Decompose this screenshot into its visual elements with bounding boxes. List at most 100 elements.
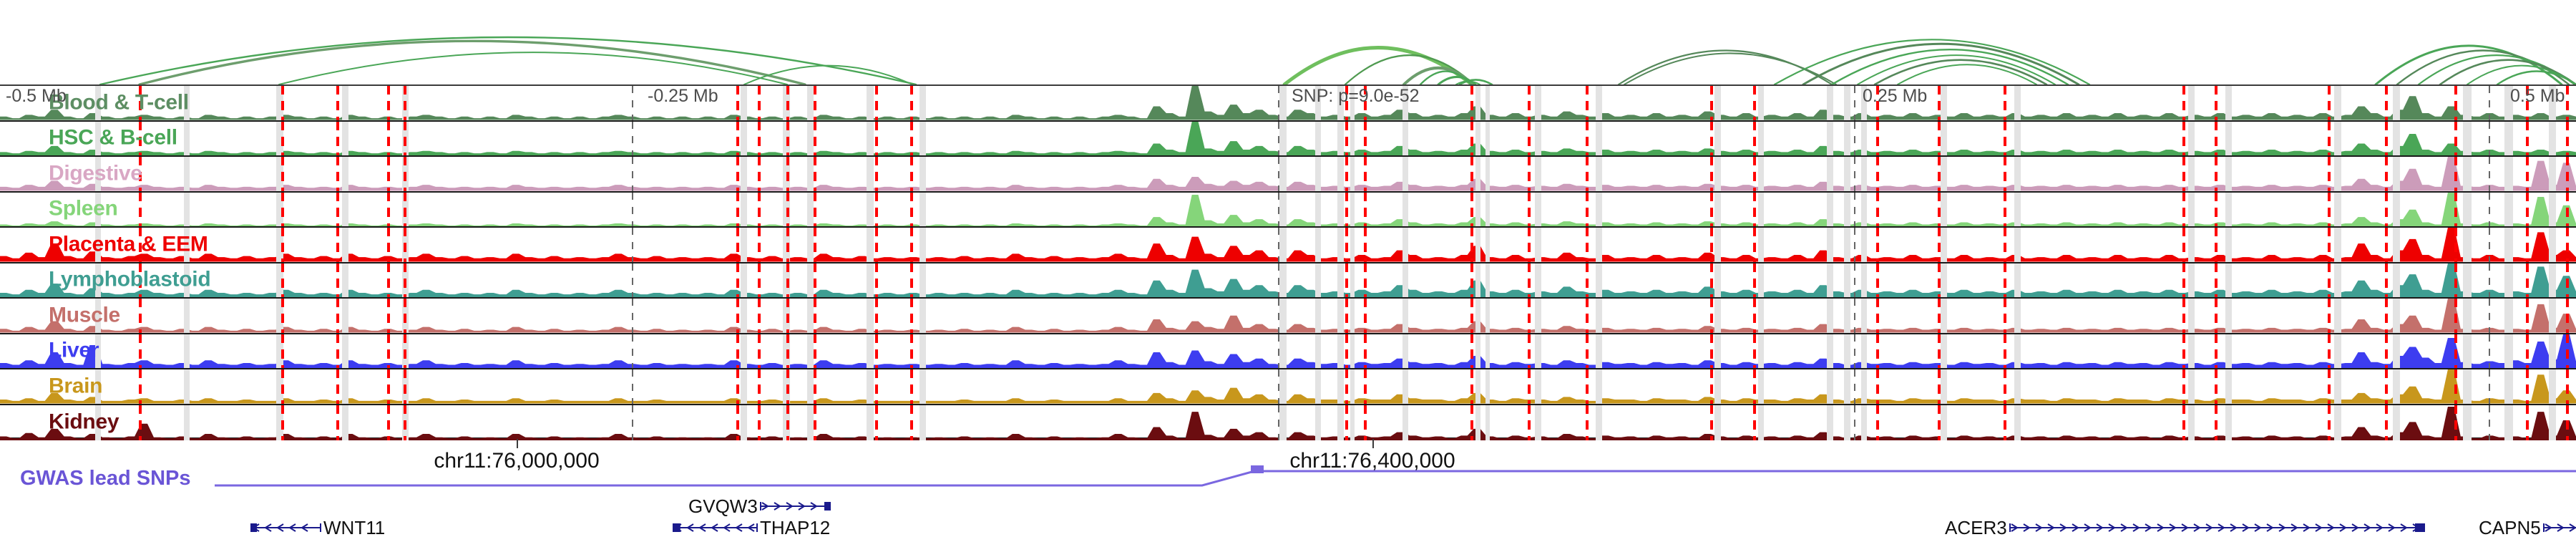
credible-snp-marker-line [814,334,816,369]
regulatory-element-band [2393,299,2400,333]
credible-snp-marker-line [1938,86,1941,120]
gene-name-label[interactable]: CAPN5 [2479,517,2541,537]
regulatory-element-band [1844,299,1850,333]
regulatory-element-band [2188,228,2195,262]
gene-name-label[interactable]: THAP12 [760,517,831,537]
chromatin-loop-arc [1830,48,2069,84]
gene-feature[interactable]: WNT11 [250,518,386,537]
regulatory-element-band [1315,121,1321,155]
regulatory-element-band [1596,299,1602,333]
regulatory-element-band [1485,86,1490,120]
axis-tick-guide [1854,405,1855,440]
regulatory-element-band [807,334,814,368]
gene-feature[interactable]: GVQW3 [687,497,831,516]
regulatory-element-band [2334,121,2341,155]
regulatory-element-band [2225,369,2232,404]
regulatory-element-band [2504,192,2513,226]
credible-snp-marker-line [2004,228,2006,262]
regulatory-element-band [2225,86,2232,120]
regulatory-element-band [807,157,814,191]
regulatory-element-band [1337,86,1344,120]
regulatory-element-band [276,157,283,191]
regulatory-element-band [919,299,926,333]
regulatory-element-band [1844,334,1850,368]
regulatory-element-band [1402,157,1408,191]
credible-snp-marker-line [281,121,284,156]
credible-snp-marker-line [1528,405,1531,440]
chromatin-loop-arc [99,36,917,84]
regulatory-element-band [1941,228,1947,262]
credible-snp-marker-line [875,86,878,120]
credible-snp-marker-line [758,157,761,191]
credible-snp-marker-line [2385,86,2388,120]
credible-snp-marker-line [1470,405,1473,440]
gene-body-arrows [250,523,321,532]
regulatory-element-band [2014,405,2021,440]
credible-snp-marker-line [1528,334,1531,369]
credible-snp-marker-line [336,405,339,440]
credible-snp-marker-line [1586,405,1589,440]
credible-snp-marker-line [1876,299,1879,333]
axis-tick-guide [632,192,633,226]
axis-tick-guide [632,263,633,297]
regulatory-element-band [1827,369,1833,404]
credible-snp-marker-line [1938,192,1941,227]
chromatin-loop-arc [278,52,788,84]
regulatory-element-band [184,334,190,368]
gene-feature[interactable]: ACER3 [1943,518,2425,537]
gene-feature[interactable]: THAP12 [673,518,831,537]
axis-tick-guide [1278,334,1279,368]
regulatory-element-band [1475,369,1480,404]
credible-snp-marker-line [2526,263,2529,298]
regulatory-element-band [741,157,747,191]
credible-snp-marker-line [2328,263,2331,298]
ruler-coordinate-label: chr11:76,000,000 [434,449,600,473]
credible-snp-marker-line [281,263,284,298]
regulatory-element-band [2549,157,2556,191]
credible-snp-marker-line [910,299,913,333]
credible-snp-marker-line [1710,334,1713,369]
regulatory-element-band [1337,405,1344,440]
regulatory-element-band [1941,192,1947,226]
credible-snp-marker-line [736,157,739,191]
credible-snp-marker-line [1528,86,1531,120]
gene-name-label[interactable]: WNT11 [323,517,386,537]
regulatory-element-band [1758,369,1764,404]
coordinate-ruler: chr11:76,000,000 chr11:76,400,000 [0,439,2576,473]
regulatory-element-band [807,369,814,404]
regulatory-element-band [95,263,101,297]
regulatory-element-band [2014,192,2021,226]
credible-snp-marker-line [1470,121,1473,156]
axis-tick-guide [1854,86,1855,120]
chromatin-loop-arc [1458,79,1493,84]
axis-tick-guide [632,228,633,262]
gene-feature[interactable]: CAPN5 [2477,518,2576,537]
gene-name-label[interactable]: ACER3 [1945,517,2007,537]
regulatory-element-band [1596,369,1602,404]
credible-snp-marker-line [2566,192,2569,227]
credible-snp-marker-line [281,86,284,120]
regulatory-element-band [2504,405,2513,440]
credible-snp-marker-line [1345,86,1348,120]
credible-snp-marker-line [1364,405,1367,440]
gene-name-label[interactable]: GVQW3 [688,495,758,517]
regulatory-element-band [807,263,814,297]
regulatory-element-band [1279,157,1287,191]
regulatory-element-band [276,405,283,440]
credible-snp-marker-line [910,369,913,404]
credible-snp-marker-line [2182,299,2185,333]
regulatory-element-band [276,334,283,368]
regulatory-element-band [919,157,926,191]
regulatory-element-band [2334,192,2341,226]
credible-snp-marker-line [786,228,789,262]
regulatory-element-band [1279,334,1287,368]
gwas-lead-snp-marker[interactable] [1251,465,1264,473]
credible-snp-marker-line [1528,263,1531,298]
credible-snp-marker-line [2182,157,2185,191]
credible-snp-marker-line [281,192,284,227]
credible-snp-marker-line [387,157,390,191]
credible-snp-marker-line [2566,299,2569,333]
regulatory-element-band [2504,369,2513,404]
credible-snp-marker-line [2004,157,2006,191]
credible-snp-marker-line [1586,263,1589,298]
